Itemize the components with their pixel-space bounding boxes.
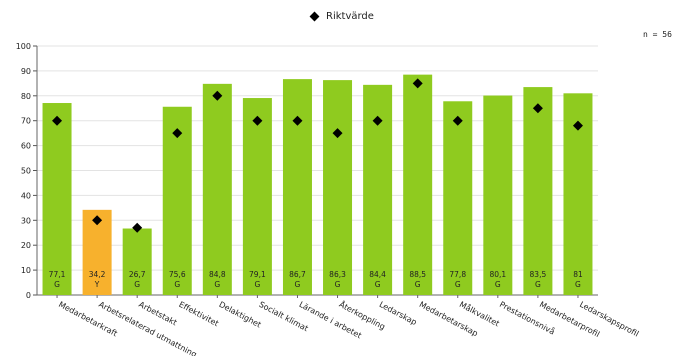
- target-diamond: [572, 120, 583, 131]
- bar-grade-label: G: [254, 280, 260, 289]
- bar-grade-label: Y: [94, 280, 100, 289]
- bar-value-label: 84,8: [209, 270, 226, 279]
- bar-value-label: 75,6: [169, 270, 186, 279]
- bar: [282, 79, 312, 295]
- bar-value-label: 81: [573, 270, 583, 279]
- bar-value-label: 83,5: [530, 270, 547, 279]
- target-diamond: [332, 128, 343, 139]
- bar-value-label: 86,3: [329, 270, 346, 279]
- y-tick-label: 30: [21, 216, 31, 225]
- bar-grade-label: G: [174, 280, 180, 289]
- bar-grade-label: G: [134, 280, 140, 289]
- target-diamond: [212, 90, 223, 101]
- target-diamond: [452, 115, 463, 126]
- sample-size-label: n = 56: [643, 30, 672, 39]
- x-category-label: Effektivitet: [177, 300, 220, 328]
- target-diamond: [172, 128, 183, 139]
- bar: [323, 80, 353, 295]
- x-category-label: Delaktighet: [217, 300, 262, 330]
- y-tick-label: 70: [21, 117, 31, 126]
- bar-value-label: 84,4: [369, 270, 386, 279]
- bar: [122, 228, 152, 295]
- y-tick-label: 60: [21, 142, 31, 151]
- bar-grade-label: G: [455, 280, 461, 289]
- bar-grade-label: G: [54, 280, 60, 289]
- target-diamond: [532, 103, 543, 114]
- target-diamond: [372, 115, 383, 126]
- bar-grade-label: G: [495, 280, 501, 289]
- bar-value-label: 86,7: [289, 270, 306, 279]
- bar-value-label: 26,7: [129, 270, 146, 279]
- bar-value-label: 80,1: [489, 270, 506, 279]
- y-tick-label: 0: [26, 291, 31, 300]
- bar: [523, 87, 553, 296]
- bar: [202, 83, 232, 296]
- target-diamond: [412, 78, 423, 89]
- target-diamond: [132, 222, 143, 233]
- bar-grade-label: G: [415, 280, 421, 289]
- bar-grade-label: G: [214, 280, 220, 289]
- bar-grade-label: G: [295, 280, 301, 289]
- y-tick-label: 80: [21, 92, 31, 101]
- legend-label: Riktvärde: [326, 11, 374, 22]
- bar: [443, 101, 473, 295]
- bar-grade-label: G: [335, 280, 341, 289]
- bar-value-label: 77,8: [449, 270, 466, 279]
- target-diamond: [292, 115, 303, 126]
- legend: Riktvärde: [309, 11, 374, 22]
- bar-value-label: 79,1: [249, 270, 266, 279]
- y-tick-label: 90: [21, 67, 31, 76]
- y-tick-label: 20: [21, 241, 31, 250]
- bar-grade-label: G: [375, 280, 381, 289]
- bar-grade-label: G: [535, 280, 541, 289]
- bar: [42, 103, 72, 296]
- bar-grade-label: G: [575, 280, 581, 289]
- bar: [483, 95, 513, 296]
- y-tick-label: 100: [16, 42, 31, 51]
- bar-value-label: 88,5: [409, 270, 426, 279]
- y-tick-label: 10: [21, 266, 31, 275]
- bar: [403, 74, 433, 295]
- target-diamond: [52, 115, 63, 126]
- bar-value-label: 34,2: [89, 270, 106, 279]
- bar: [242, 98, 272, 295]
- target-diamond: [92, 215, 103, 226]
- target-diamond: [252, 115, 263, 126]
- y-tick-label: 40: [21, 191, 31, 200]
- y-tick-label: 50: [21, 167, 31, 176]
- bar-value-label: 77,1: [49, 270, 66, 279]
